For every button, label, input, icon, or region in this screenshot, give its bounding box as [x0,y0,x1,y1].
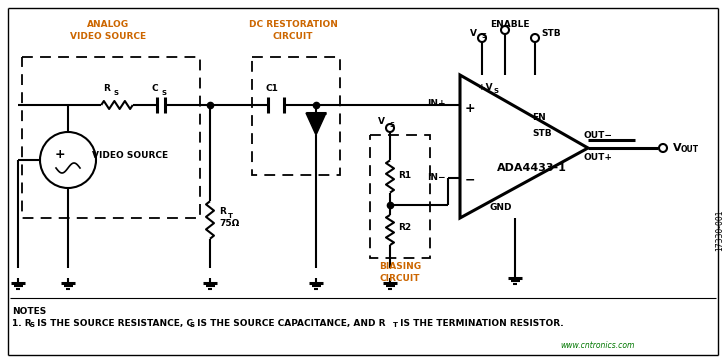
Text: ADA4433-1: ADA4433-1 [497,163,567,173]
Text: T: T [393,322,398,328]
Text: DC RESTORATION
CIRCUIT: DC RESTORATION CIRCUIT [248,20,338,41]
Text: NOTES: NOTES [12,307,46,316]
Text: V: V [673,143,682,153]
Text: ANALOG
VIDEO SOURCE: ANALOG VIDEO SOURCE [70,20,146,41]
Text: V: V [378,117,385,126]
Text: STB: STB [532,129,552,138]
Bar [370,135,430,258]
Text: +: + [54,148,65,161]
Text: IN+: IN+ [428,99,446,108]
Text: www.cntronics.com: www.cntronics.com [560,341,635,350]
Text: T: T [228,213,233,219]
Text: S: S [494,88,499,94]
Text: 1. R: 1. R [12,319,32,328]
Bar [22,57,200,218]
Text: OUT: OUT [681,144,699,153]
Text: S: S [389,122,394,128]
Text: R2: R2 [398,224,411,233]
Text: S: S [481,33,486,39]
Polygon shape [306,113,326,135]
Text: GND: GND [490,203,513,212]
Text: −: − [465,174,476,186]
Text: S: S [30,322,35,328]
Text: R: R [219,207,226,216]
Text: 75Ω: 75Ω [219,220,240,229]
Bar [252,57,340,175]
Text: IS THE TERMINATION RESISTOR.: IS THE TERMINATION RESISTOR. [397,319,563,328]
Text: +: + [465,103,476,116]
Text: R1: R1 [398,171,411,180]
Text: BIASING
CIRCUIT: BIASING CIRCUIT [379,262,421,283]
Text: S: S [190,322,195,328]
Text: EN: EN [532,113,546,122]
Text: +V: +V [478,84,493,93]
Text: S: S [113,90,118,96]
Text: OUT−: OUT− [583,130,612,139]
Text: V: V [470,28,477,37]
Text: C1: C1 [266,84,279,93]
Text: 17330-001: 17330-001 [716,209,725,251]
Text: S: S [161,90,166,96]
Text: ENABLE: ENABLE [490,20,530,29]
Text: R: R [103,84,110,93]
Text: IS THE SOURCE RESISTANCE, C: IS THE SOURCE RESISTANCE, C [34,319,193,328]
Text: OUT+: OUT+ [583,153,612,162]
Text: IS THE SOURCE CAPACITANCE, AND R: IS THE SOURCE CAPACITANCE, AND R [194,319,386,328]
Polygon shape [460,75,588,218]
Text: VIDEO SOURCE: VIDEO SOURCE [92,150,168,159]
Text: IN−: IN− [428,174,446,183]
Text: C: C [152,84,158,93]
Text: STB: STB [541,28,560,37]
